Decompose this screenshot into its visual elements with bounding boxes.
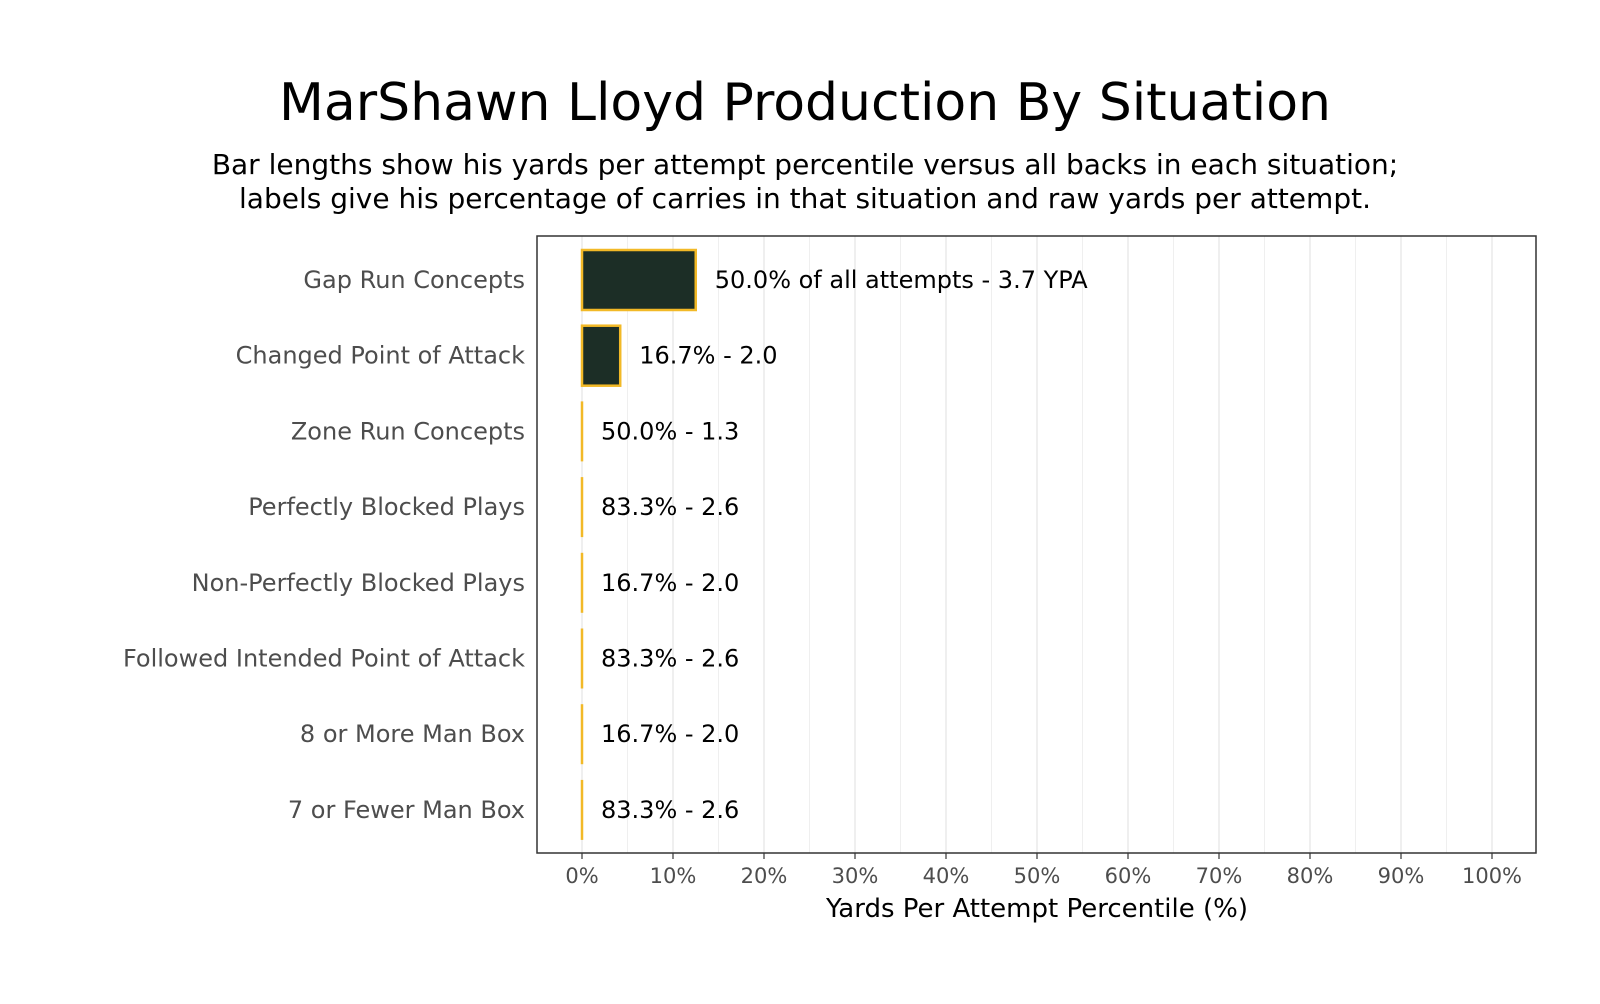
chart-subtitle-line-2: labels give his percentage of carries in…: [239, 182, 1371, 215]
category-label: Gap Run Concepts: [303, 266, 525, 294]
x-tick-label: 10%: [650, 864, 697, 888]
chart-subtitle-line-1: Bar lengths show his yards per attempt p…: [212, 148, 1398, 181]
bar-value-label: 50.0% of all attempts - 3.7 YPA: [715, 266, 1088, 294]
bar-value-label: 83.3% - 2.6: [601, 645, 739, 673]
x-tick-label: 30%: [832, 864, 879, 888]
bar-labels: 50.0% of all attempts - 3.7 YPA 16.7% - 2…: [601, 266, 1088, 824]
plot-panel-border: [536, 235, 1537, 854]
x-tick-label: 70%: [1196, 864, 1243, 888]
x-tick-label: 0%: [565, 864, 598, 888]
category-label: Perfectly Blocked Plays: [248, 493, 525, 521]
category-label: Changed Point of Attack: [236, 342, 525, 370]
category-label: Followed Intended Point of Attack: [123, 645, 525, 673]
bar-value-label: 16.7% - 2.0: [601, 720, 739, 748]
x-tick-label: 90%: [1378, 864, 1425, 888]
x-tick-label: 50%: [1014, 864, 1061, 888]
bar: [580, 324, 622, 387]
category-label: 8 or More Man Box: [300, 720, 525, 748]
bar: [580, 248, 697, 312]
bar-value-label: 83.3% - 2.6: [601, 493, 739, 521]
category-label: 7 or Fewer Man Box: [288, 796, 525, 824]
bar-value-label: 83.3% - 2.6: [601, 796, 739, 824]
x-axis-title: Yards Per Attempt Percentile (%): [825, 894, 1248, 924]
bar-value-label: 16.7% - 2.0: [601, 569, 739, 597]
x-tick-label: 80%: [1287, 864, 1334, 888]
x-tick-label: 40%: [923, 864, 970, 888]
category-label: Non-Perfectly Blocked Plays: [192, 569, 525, 597]
x-tick-label: 100%: [1462, 864, 1522, 888]
category-labels: Gap Run Concepts Changed Point of Attack Z…: [123, 266, 525, 824]
category-label: Zone Run Concepts: [291, 417, 525, 445]
bars: [580, 248, 697, 840]
chart-title: MarShawn Lloyd Production By Situation: [279, 73, 1331, 133]
bar-value-label: 50.0% - 1.3: [601, 417, 739, 445]
x-tick-label: 20%: [741, 864, 788, 888]
grid-lines: [581, 236, 1493, 853]
x-tick-label: 60%: [1105, 864, 1152, 888]
x-axis-ticks: 0% 10% 20% 30% 40% 50% 60% 70% 80% 90% 100%: [565, 853, 1522, 888]
bar-value-label: 16.7% - 2.0: [639, 342, 777, 370]
